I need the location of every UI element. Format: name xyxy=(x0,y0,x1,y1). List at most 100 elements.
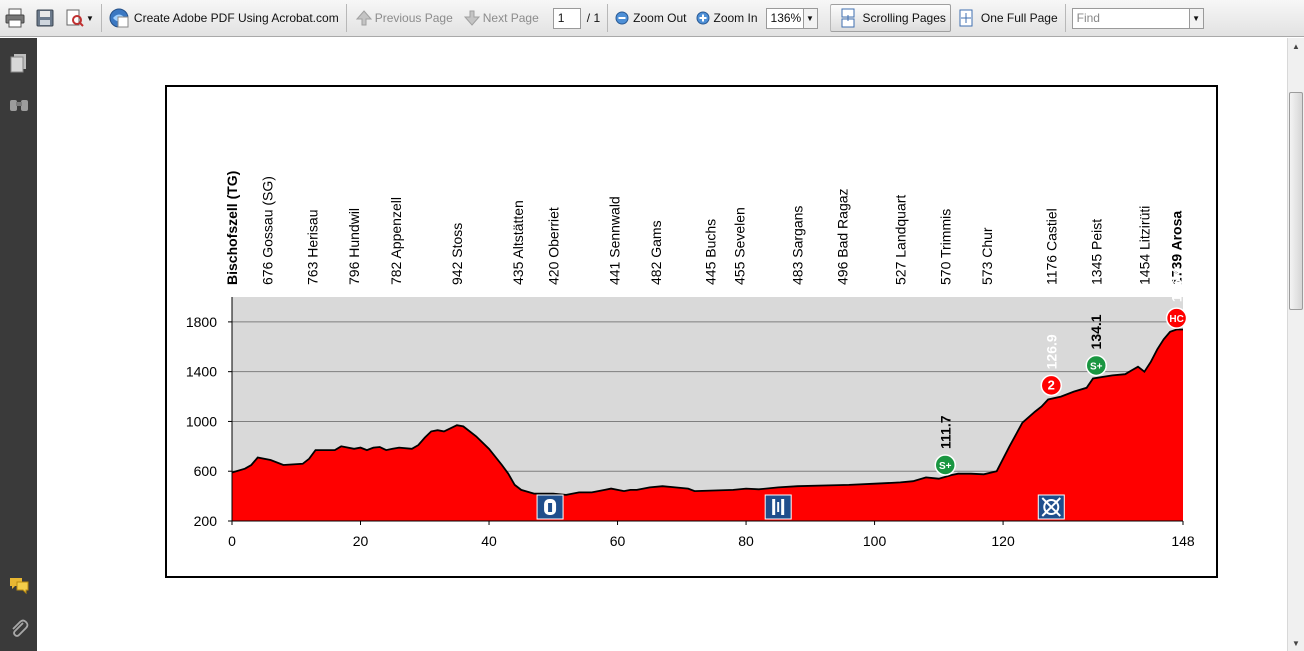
place-label: Bischofszell (TG) xyxy=(224,171,240,285)
category-badge xyxy=(1085,354,1108,377)
toolbar: ▼ Create Adobe PDF Using Acrobat.com Pre… xyxy=(0,0,1304,37)
chart-canvas: 200 600 1000 1400 1800 0 20 40 60 80 100 120 148 Bisc… xyxy=(186,171,1195,549)
category-badge-label: S+ xyxy=(939,461,952,472)
scroll-down-icon[interactable]: ▼ xyxy=(1292,638,1300,648)
find-box: Find ▼ xyxy=(1064,4,1208,32)
place-label: 435 Altstätten xyxy=(510,200,526,285)
next-page-button[interactable]: Next Page xyxy=(457,4,543,32)
share-menu-button[interactable]: ▼ xyxy=(60,4,98,32)
print-button[interactable] xyxy=(0,4,30,32)
fit-page-icon xyxy=(955,7,977,29)
attachment-icon[interactable] xyxy=(8,618,30,640)
place-label: 573 Chur xyxy=(979,227,995,285)
food-glyph xyxy=(777,502,780,512)
save-button[interactable] xyxy=(30,4,60,32)
place-label: 570 Trimmis xyxy=(937,209,953,285)
scrolling-pages-icon xyxy=(837,7,859,29)
arrow-down-icon xyxy=(461,7,483,29)
y-tick-label: 600 xyxy=(194,463,218,479)
place-label: 1176 Castiel xyxy=(1043,208,1059,285)
page-navigation: 1 / 1 xyxy=(543,4,604,32)
place-label: 482 Gams xyxy=(648,220,664,285)
zoom-out-label: Zoom Out xyxy=(633,11,687,25)
category-badge xyxy=(1165,307,1188,329)
place-label: 483 Sargans xyxy=(789,206,805,285)
chevron-down-icon: ▼ xyxy=(86,13,94,23)
y-tick-label: 1400 xyxy=(186,364,217,380)
elevation-line xyxy=(231,328,1183,496)
crossed-glyph xyxy=(1041,497,1061,517)
place-label: 942 Stoss xyxy=(449,223,465,285)
page-total: / 1 xyxy=(586,11,601,25)
place-label: 527 Landquart xyxy=(892,195,908,285)
zoom-out-icon xyxy=(614,7,630,29)
place-label: 496 Bad Ragaz xyxy=(834,188,850,285)
binoculars-icon[interactable] xyxy=(8,94,30,116)
place-label: 455 Sevelen xyxy=(732,207,748,285)
place-label: 676 Gossau (SG) xyxy=(259,176,275,285)
place-label: 445 Buchs xyxy=(703,219,719,285)
place-label: 441 Sennwald xyxy=(606,196,622,285)
category-badge xyxy=(934,454,956,476)
printer-icon xyxy=(4,7,26,29)
place-label: 420 Oberriet xyxy=(545,207,561,285)
elevation-profile-chart: 200 600 1000 1400 1800 0 20 40 60 80 100 120 148 Bisc… xyxy=(165,85,1218,578)
x-tick-label: 0 xyxy=(228,533,236,549)
place-label: 796 Hundwil xyxy=(346,208,362,285)
y-tick-label: 200 xyxy=(194,513,218,529)
vertical-scrollbar[interactable]: ▲ ▼ xyxy=(1287,38,1304,651)
comments-icon[interactable] xyxy=(8,574,30,596)
place-label: 1345 Peist xyxy=(1088,219,1104,285)
chevron-down-icon[interactable]: ▼ xyxy=(1189,7,1204,29)
x-tick-label: 20 xyxy=(353,533,369,549)
category-badge-label: 2 xyxy=(1048,377,1055,392)
category-badge-label: HC xyxy=(1169,314,1183,325)
pages-icon[interactable] xyxy=(8,52,30,74)
zoom-in-button[interactable]: Zoom In xyxy=(691,4,762,32)
x-tick-label: 80 xyxy=(738,533,754,549)
one-full-page-label: One Full Page xyxy=(980,11,1058,25)
zoom-select[interactable]: 136% ▼ xyxy=(762,4,822,32)
crossed-glyph xyxy=(1043,499,1060,515)
x-tick-label: 100 xyxy=(863,533,887,549)
km-marker-label: 126.9 xyxy=(1043,334,1059,369)
navigation-pane xyxy=(0,38,37,651)
y-tick-label: 1800 xyxy=(186,314,217,330)
fork-glyph xyxy=(772,499,776,515)
scrolling-pages-label: Scrolling Pages xyxy=(862,11,946,25)
previous-page-button[interactable]: Previous Page xyxy=(345,4,457,32)
previous-page-label: Previous Page xyxy=(374,11,453,25)
place-label: 763 Herisau xyxy=(304,210,320,286)
current-page-input[interactable]: 1 xyxy=(552,7,581,29)
category-badge-label: S+ xyxy=(1090,361,1103,372)
place-label: 1739 Arosa xyxy=(1169,211,1185,285)
x-tick-label: 40 xyxy=(481,533,497,549)
next-page-label: Next Page xyxy=(482,11,539,25)
scrolling-pages-button[interactable]: Scrolling Pages xyxy=(829,4,951,32)
knife-glyph xyxy=(781,499,785,515)
acrobat-com-icon xyxy=(108,7,130,29)
arrow-up-icon xyxy=(353,7,375,29)
find-input[interactable]: Find xyxy=(1071,7,1190,29)
place-label: 1454 Litzirüti xyxy=(1136,206,1152,285)
elevation-area xyxy=(232,329,1183,521)
zoom-in-label: Zoom In xyxy=(713,11,758,25)
chevron-down-icon[interactable]: ▼ xyxy=(803,7,818,29)
place-label: 782 Appenzell xyxy=(388,197,404,285)
x-tick-label: 120 xyxy=(991,533,1015,549)
save-icon xyxy=(34,7,56,29)
zoom-value[interactable]: 136% xyxy=(765,7,804,29)
x-tick-label: 148 xyxy=(1171,533,1195,549)
one-full-page-button[interactable]: One Full Page xyxy=(951,4,1062,32)
km-marker-label: 111.7 xyxy=(937,415,953,449)
zoom-out-button[interactable]: Zoom Out xyxy=(607,4,690,32)
create-pdf-label: Create Adobe PDF Using Acrobat.com xyxy=(133,11,339,25)
x-tick-label: 60 xyxy=(610,533,626,549)
y-tick-label: 1000 xyxy=(186,413,217,429)
feed-zone-glyph xyxy=(548,503,553,512)
km-marker-label: 146.4 xyxy=(1169,267,1185,302)
scroll-up-icon[interactable]: ▲ xyxy=(1292,41,1300,51)
create-pdf-button[interactable]: Create Adobe PDF Using Acrobat.com xyxy=(100,4,343,32)
scrollbar-thumb[interactable] xyxy=(1289,92,1303,310)
zoom-in-icon xyxy=(695,7,711,29)
